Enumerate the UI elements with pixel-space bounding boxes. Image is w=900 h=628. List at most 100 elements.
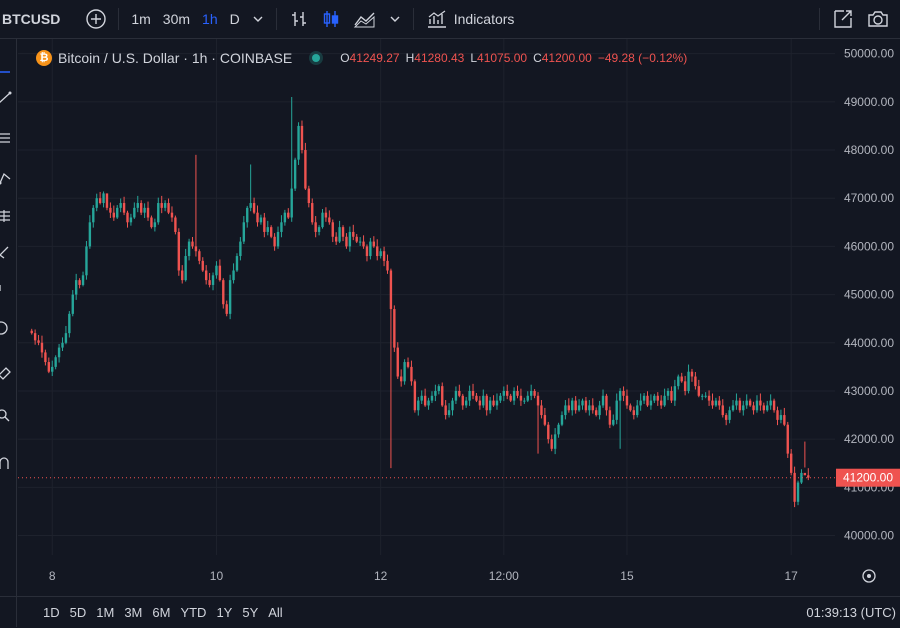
range-all-button[interactable]: All <box>268 605 283 620</box>
candle-body <box>40 342 44 353</box>
price-chart[interactable]: 40000.0041000.0042000.0043000.0044000.00… <box>17 39 900 587</box>
candle-body <box>485 395 488 411</box>
text-tool-icon[interactable] <box>0 283 12 297</box>
interval-30m-button[interactable]: 30m <box>162 11 191 27</box>
candle-body <box>116 207 119 218</box>
candle-body <box>759 400 762 406</box>
indicators-button[interactable]: Indicators <box>420 0 521 38</box>
candle-body <box>420 395 423 401</box>
candle-body <box>697 386 701 396</box>
settings-button[interactable] <box>862 569 876 583</box>
candles-style-button[interactable] <box>315 0 347 38</box>
candle-body <box>78 280 81 285</box>
candle-body <box>594 410 598 416</box>
interval-d-button[interactable]: D <box>229 11 240 27</box>
candle-body <box>772 400 776 411</box>
candle-body <box>714 400 718 406</box>
last-price-label: 41200.00 <box>843 471 893 485</box>
candle-body <box>259 217 263 223</box>
candle-body <box>85 246 88 276</box>
candle-body <box>533 390 536 396</box>
candle-body <box>30 330 33 334</box>
candle-body <box>51 366 54 372</box>
interval-dropdown[interactable] <box>246 0 270 38</box>
range-ytd-button[interactable]: YTD <box>180 605 207 620</box>
open-label: O <box>340 51 350 65</box>
chevron-down-icon <box>253 16 263 22</box>
last-price-tag <box>836 468 900 487</box>
candle-body <box>762 405 766 411</box>
candle-body <box>153 222 157 228</box>
pattern-tool-icon[interactable] <box>0 171 12 185</box>
area-style-button[interactable] <box>347 0 383 38</box>
price-tick-label: 50000.00 <box>844 47 894 61</box>
prediction-tool-icon[interactable] <box>0 209 12 223</box>
candle-body <box>601 395 605 406</box>
candle-body <box>187 241 191 257</box>
candle-body <box>447 410 451 416</box>
zoom-icon[interactable] <box>0 409 12 423</box>
candle-body <box>334 236 338 242</box>
bars-style-button[interactable] <box>283 0 315 38</box>
brush-tool-icon[interactable] <box>0 245 12 259</box>
candle-body <box>129 217 133 223</box>
candle-body <box>769 400 772 406</box>
candle-body <box>625 395 629 406</box>
candle-body <box>506 390 509 396</box>
candle-body <box>174 217 177 232</box>
candle-body <box>341 227 345 237</box>
utc-clock[interactable]: 01:39:13 (UTC) <box>806 605 896 620</box>
candle-body <box>618 390 622 401</box>
candle-body <box>126 212 129 223</box>
range-1y-button[interactable]: 1Y <box>216 605 233 620</box>
candle-body <box>766 405 769 411</box>
candle-body <box>663 395 666 406</box>
candle-body <box>608 410 612 425</box>
candle-body <box>779 415 783 420</box>
symbol-title[interactable]: Bitcoin / U.S. Dollar · 1h · COINBASE <box>58 50 293 66</box>
time-tick-label: 10 <box>210 569 224 583</box>
range-1d-button[interactable]: 1D <box>43 605 60 620</box>
range-5d-button[interactable]: 5D <box>69 605 87 620</box>
trend-line-icon[interactable] <box>0 91 12 105</box>
range-6m-button[interactable]: 6M <box>152 605 171 620</box>
interval-1h-button[interactable]: 1h <box>202 11 218 27</box>
fib-tool-icon[interactable] <box>0 131 12 145</box>
range-1m-button[interactable]: 1M <box>96 605 115 620</box>
symbol-search[interactable]: BTCUSD <box>2 11 61 27</box>
price-tick-label: 44000.00 <box>844 336 894 350</box>
candle-body <box>564 405 567 416</box>
chart-type-dropdown[interactable] <box>383 0 407 38</box>
candle-body <box>297 125 300 160</box>
snapshot-button[interactable] <box>860 0 896 38</box>
candle-body <box>526 395 529 401</box>
candle-body <box>163 203 167 208</box>
candle-body <box>413 381 417 411</box>
cursor-tool-icon[interactable] <box>0 59 12 73</box>
fullscreen-button[interactable] <box>826 0 860 38</box>
candle-body <box>74 280 78 295</box>
range-5y-button[interactable]: 5Y <box>242 605 259 620</box>
candle-body <box>133 207 136 218</box>
candle-body <box>441 386 444 406</box>
range-3m-button[interactable]: 3M <box>124 605 143 620</box>
candle-body <box>574 400 577 411</box>
interval-1m-button[interactable]: 1m <box>131 11 151 27</box>
candle-body <box>232 270 235 281</box>
candle-body <box>793 472 796 502</box>
candle-body <box>509 395 512 401</box>
candle-body <box>690 371 694 377</box>
ruler-icon[interactable] <box>0 367 12 381</box>
area-chart-icon <box>353 12 375 28</box>
candle-body <box>177 231 181 271</box>
candle-body <box>293 159 297 189</box>
magnet-icon[interactable] <box>0 457 12 471</box>
icon-tool-icon[interactable] <box>0 321 12 335</box>
candle-body <box>471 390 475 396</box>
candle-body <box>738 400 742 411</box>
price-axis: 40000.0041000.0042000.0043000.0044000.00… <box>844 47 894 543</box>
candle-body <box>194 246 198 252</box>
candle-body <box>269 227 273 237</box>
add-symbol-button[interactable] <box>80 0 112 38</box>
candle-body <box>331 222 334 237</box>
